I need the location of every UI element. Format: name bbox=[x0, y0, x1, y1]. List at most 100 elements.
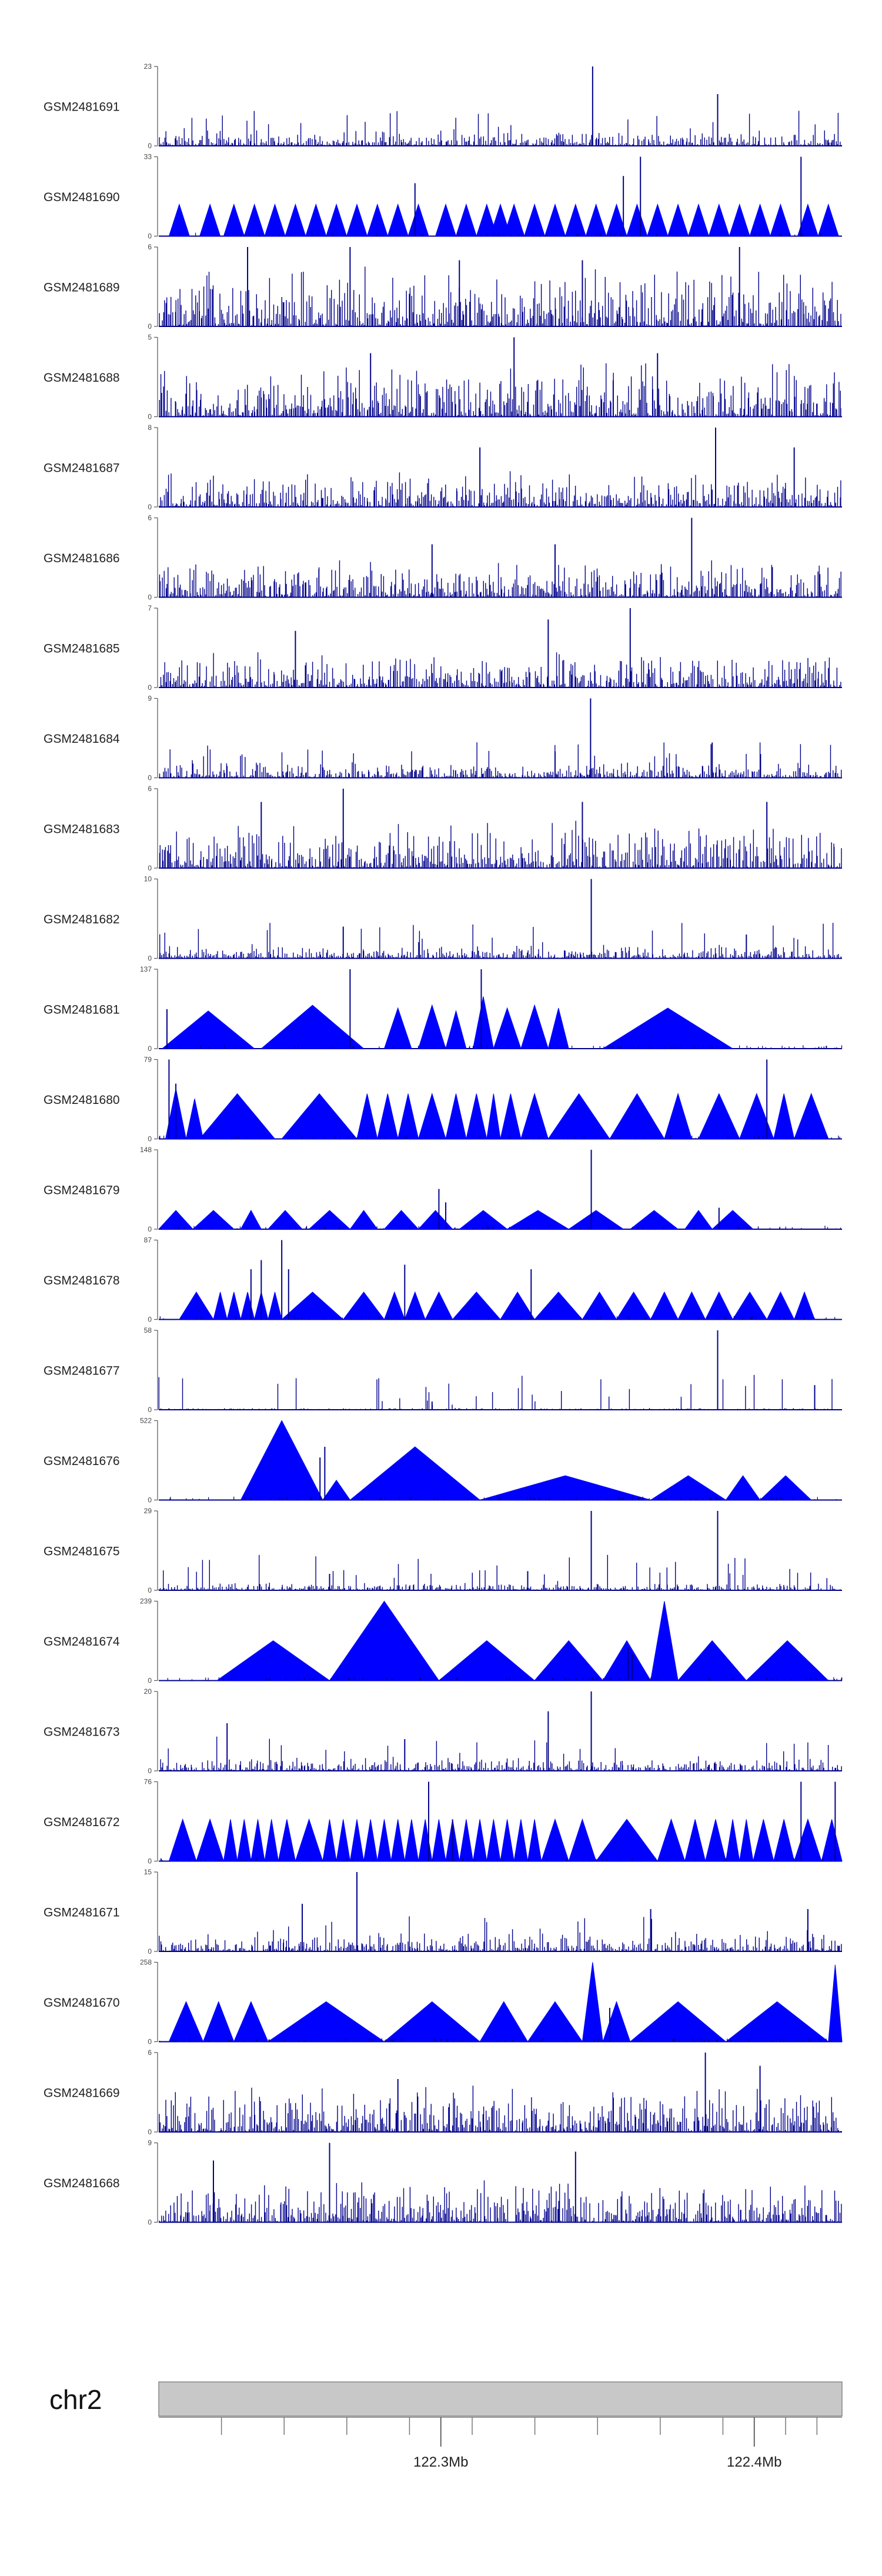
coverage-noise bbox=[167, 1677, 843, 1681]
y-max-label: 58 bbox=[144, 1326, 152, 1334]
coverage-triangle bbox=[322, 1819, 337, 1861]
coverage-triangle bbox=[704, 1291, 733, 1320]
coverage-triangle bbox=[704, 1819, 727, 1861]
coverage-spikes bbox=[159, 2086, 841, 2132]
coverage-triangle bbox=[664, 1092, 693, 1139]
coverage-triangle bbox=[746, 1640, 830, 1681]
coverage-triangle bbox=[377, 1819, 392, 1861]
track-label: GSM2481679 bbox=[44, 1184, 120, 1197]
track-GSM2481672: GSM2481672 76 0 bbox=[44, 1778, 843, 1866]
coverage-triangle bbox=[383, 2001, 481, 2042]
coverage-spikes bbox=[158, 1374, 842, 1410]
coverage-triangle bbox=[243, 203, 265, 236]
y-min-label: 0 bbox=[148, 2128, 152, 2136]
coverage-triangle bbox=[606, 203, 627, 236]
coverage-triangle bbox=[749, 203, 771, 236]
coverage-triangle bbox=[226, 1292, 242, 1320]
y-max-label: 9 bbox=[148, 695, 152, 703]
y-min-label: 0 bbox=[148, 322, 152, 331]
coverage-triangle bbox=[687, 203, 710, 236]
coverage-noise bbox=[169, 1496, 837, 1500]
coverage-triangle bbox=[445, 1009, 467, 1049]
y-min-label: 0 bbox=[148, 1045, 152, 1053]
coverage-triangle bbox=[534, 1640, 604, 1681]
coverage-triangle bbox=[185, 1098, 204, 1139]
track-label: GSM2481683 bbox=[44, 823, 120, 836]
axis-position-label: 122.4Mb bbox=[727, 2454, 781, 2470]
coverage-triangle bbox=[506, 1210, 570, 1230]
coverage-triangle bbox=[602, 1007, 734, 1049]
coverage-triangle bbox=[223, 203, 245, 236]
coverage-triangle bbox=[326, 203, 348, 236]
y-max-label: 239 bbox=[140, 1597, 152, 1606]
coverage-triangle bbox=[178, 1291, 214, 1320]
coverage-triangle bbox=[404, 1819, 419, 1861]
coverage-triangle bbox=[161, 1010, 256, 1049]
coverage-triangle bbox=[500, 1291, 536, 1320]
track-label: GSM2481672 bbox=[44, 1816, 120, 1829]
coverage-triangle bbox=[366, 203, 388, 236]
coverage-triangle bbox=[770, 203, 791, 236]
coverage-triangle bbox=[629, 1210, 679, 1230]
track-label: GSM2481680 bbox=[44, 1093, 120, 1107]
track-label: GSM2481671 bbox=[44, 1906, 120, 1920]
coverage-triangle bbox=[377, 1093, 399, 1139]
y-min-label: 0 bbox=[148, 1857, 152, 1866]
y-min-label: 0 bbox=[148, 1767, 152, 1775]
coverage-triangle bbox=[213, 1292, 228, 1320]
coverage-triangle bbox=[472, 996, 495, 1049]
coverage-triangle bbox=[520, 1004, 549, 1049]
coverage-triangle bbox=[527, 1819, 542, 1861]
track-label: GSM2481682 bbox=[44, 913, 120, 926]
y-min-label: 0 bbox=[148, 1406, 152, 1414]
track-GSM2481683: GSM2481683 6 0 bbox=[44, 785, 842, 872]
coverage-triangle bbox=[168, 2001, 204, 2042]
y-max-label: 23 bbox=[144, 62, 152, 71]
track-GSM2481689: GSM2481689 6 0 bbox=[44, 243, 842, 331]
coverage-triangle bbox=[237, 1819, 252, 1861]
axis-position-label: 122.3Mb bbox=[413, 2454, 468, 2470]
coverage-spikes bbox=[158, 1736, 842, 1771]
coverage-triangle bbox=[821, 1819, 843, 1861]
coverage-triangle bbox=[500, 1819, 514, 1861]
y-max-label: 258 bbox=[140, 1958, 152, 1967]
coverage-triangle bbox=[647, 203, 669, 236]
y-max-label: 148 bbox=[140, 1146, 152, 1154]
track-GSM2481677: GSM2481677 58 0 bbox=[44, 1326, 842, 1414]
coverage-spikes bbox=[158, 1554, 841, 1590]
coverage-triangle bbox=[417, 1210, 453, 1230]
coverage-triangle bbox=[585, 203, 607, 236]
coverage-triangle bbox=[192, 1210, 235, 1230]
coverage-triangle bbox=[387, 203, 409, 236]
coverage-triangle bbox=[264, 203, 286, 236]
coverage-triangle bbox=[363, 1819, 378, 1861]
y-min-label: 0 bbox=[148, 593, 152, 602]
track-GSM2481688: GSM2481688 5 0 bbox=[44, 333, 842, 421]
track-GSM2481673: GSM2481673 20 0 bbox=[44, 1687, 842, 1775]
coverage-triangle bbox=[390, 1819, 405, 1861]
coverage-triangle bbox=[199, 1093, 276, 1139]
y-min-label: 0 bbox=[148, 774, 152, 782]
coverage-triangle bbox=[503, 203, 525, 236]
coverage-triangle bbox=[759, 1475, 812, 1500]
coverage-triangle bbox=[753, 1819, 774, 1861]
coverage-triangle bbox=[732, 1291, 768, 1320]
y-max-label: 6 bbox=[148, 243, 152, 251]
track-label: GSM2481669 bbox=[44, 2087, 120, 2100]
y-min-label: 0 bbox=[148, 1947, 152, 1956]
track-GSM2481668: GSM2481668 9 0 bbox=[44, 2139, 842, 2227]
track-label: GSM2481677 bbox=[44, 1364, 120, 1378]
coverage-triangle bbox=[649, 1475, 727, 1500]
chromosome-band bbox=[158, 2381, 843, 2417]
coverage-triangle bbox=[417, 1004, 446, 1049]
coverage-triangle bbox=[342, 1292, 385, 1320]
coverage-spikes bbox=[159, 820, 842, 868]
coverage-spikes bbox=[159, 111, 843, 146]
coverage-triangle bbox=[383, 1210, 419, 1230]
coverage-triangle bbox=[527, 2001, 583, 2042]
coverage-triangle bbox=[268, 1292, 282, 1320]
y-min-label: 0 bbox=[148, 142, 152, 150]
coverage-triangle bbox=[541, 1818, 569, 1861]
coverage-triangle bbox=[725, 2001, 830, 2042]
coverage-triangle bbox=[794, 1818, 822, 1861]
